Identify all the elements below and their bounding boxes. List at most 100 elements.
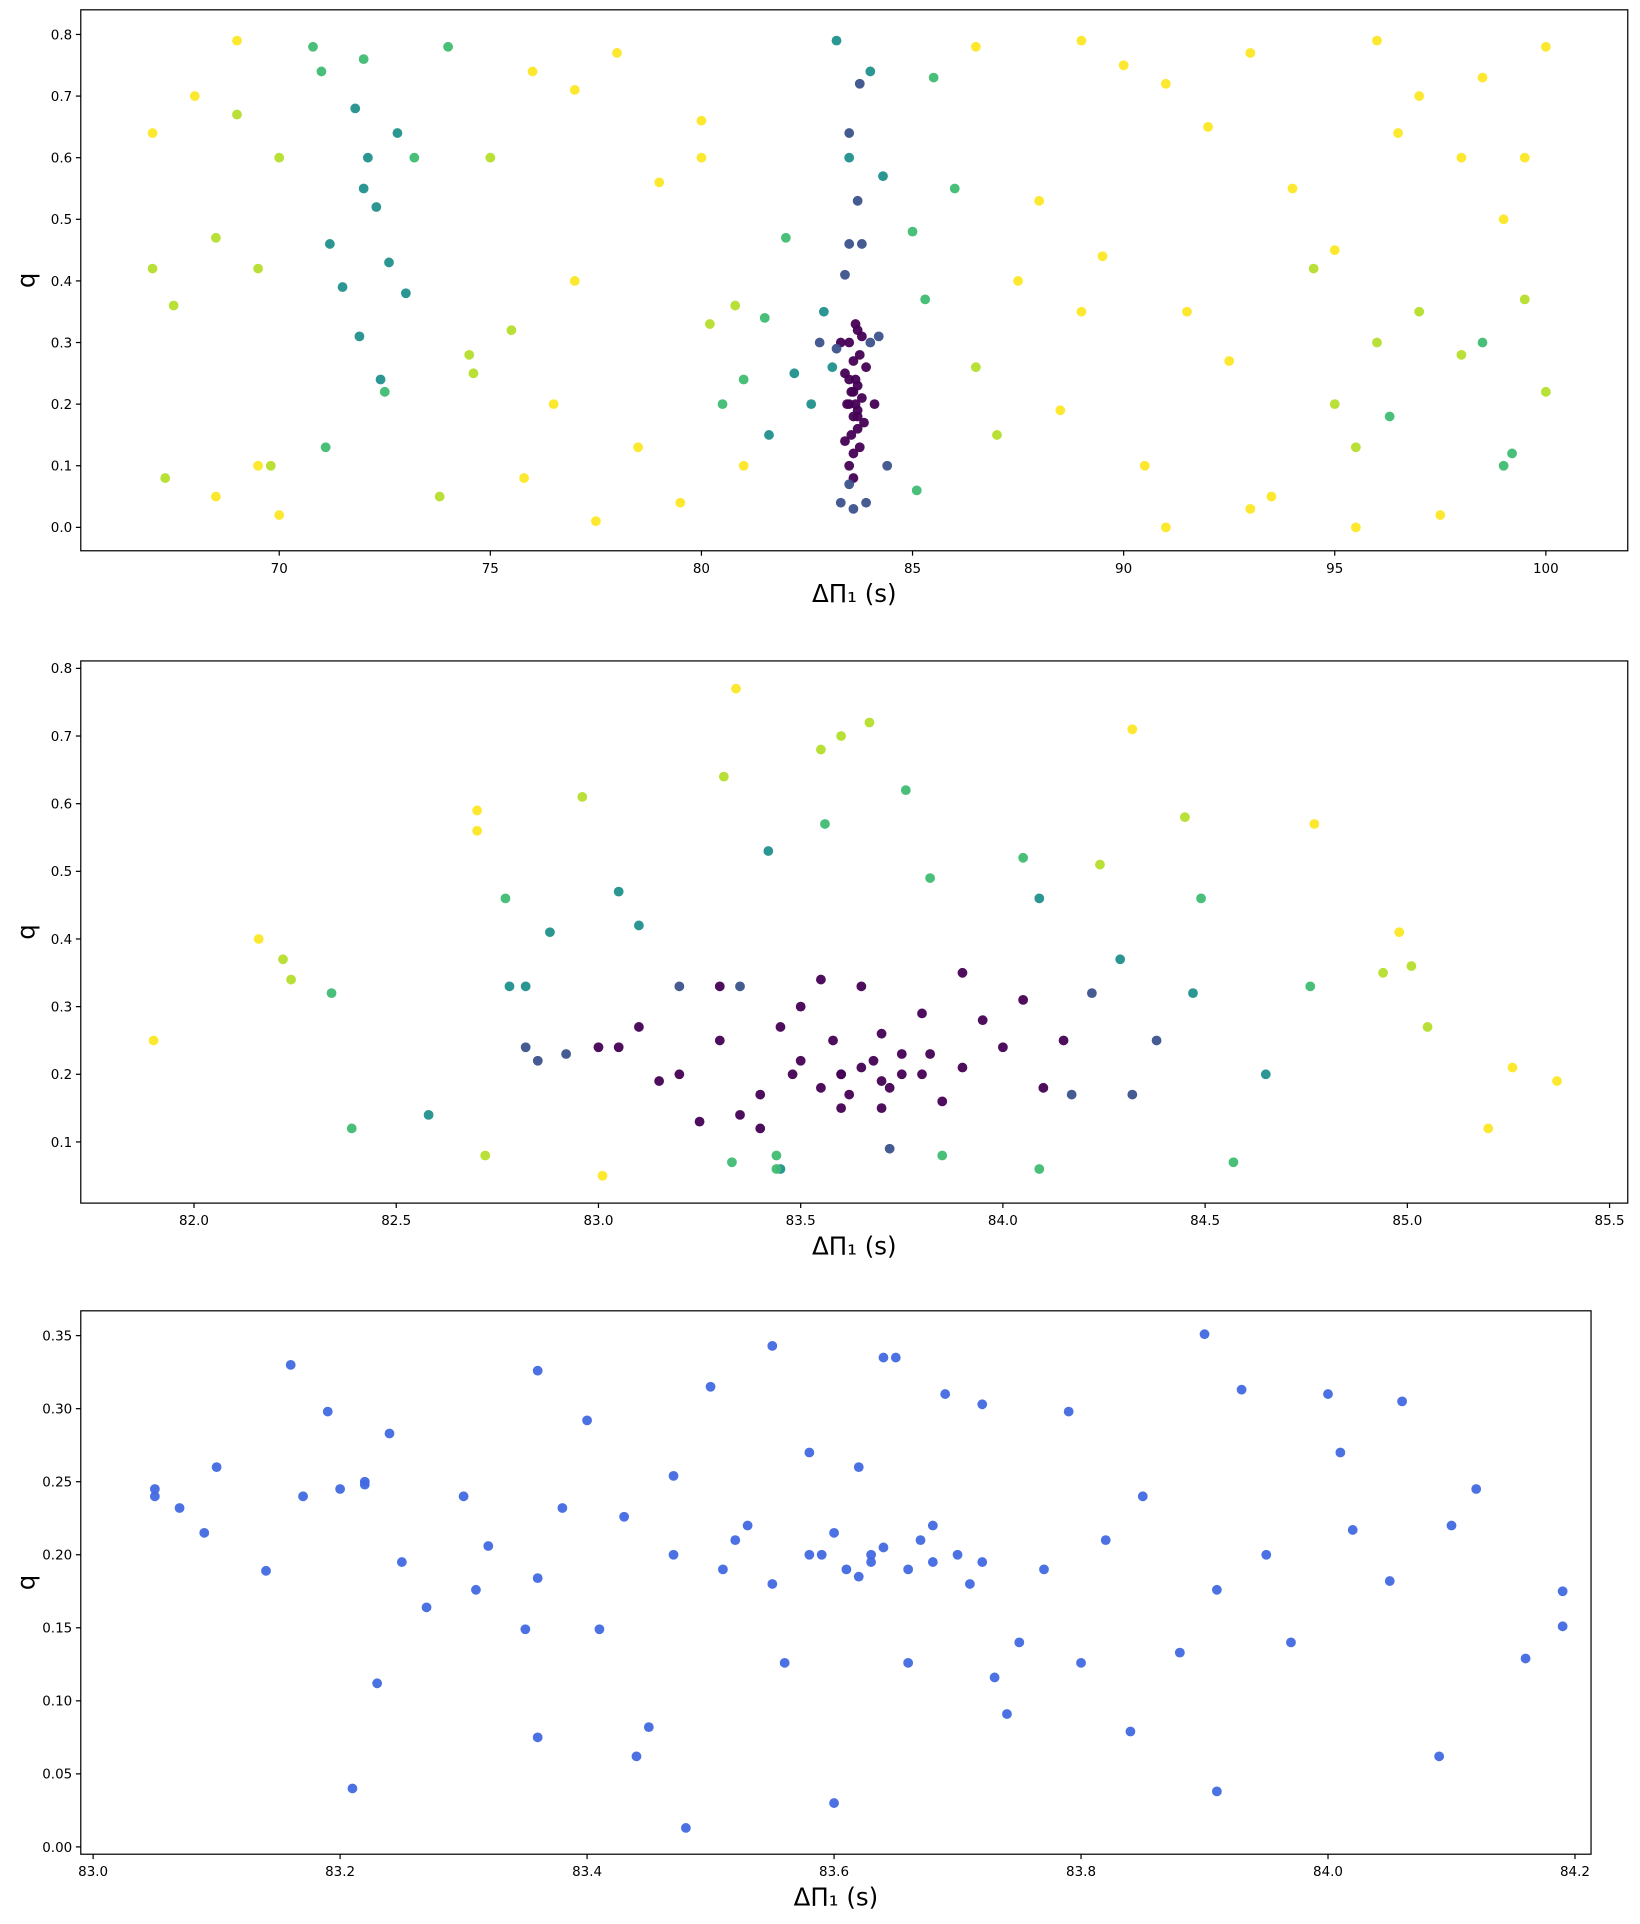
point: [763, 846, 774, 856]
point: [520, 981, 531, 992]
point: [160, 473, 171, 483]
point: [400, 288, 411, 299]
point: [970, 362, 981, 373]
point: [742, 1520, 753, 1531]
point: [1160, 522, 1171, 533]
point: [1414, 91, 1425, 101]
point: [619, 1511, 630, 1522]
point: [1076, 35, 1087, 46]
point: [1196, 893, 1206, 904]
point: [320, 442, 331, 453]
point: [795, 1055, 806, 1066]
point: [1100, 1535, 1111, 1546]
point: [1076, 306, 1087, 317]
point: [738, 460, 749, 471]
point: [371, 202, 382, 212]
x-tick-label: 83.6: [819, 1865, 849, 1880]
point: [977, 1399, 988, 1410]
point: [1540, 41, 1551, 52]
point: [1323, 1389, 1333, 1399]
point: [789, 368, 800, 379]
point: [767, 1340, 778, 1351]
point: [577, 792, 588, 802]
point: [927, 1557, 938, 1567]
point: [925, 873, 935, 883]
x-tick-label: 84.0: [1313, 1865, 1343, 1880]
point: [844, 1089, 855, 1100]
point: [878, 1352, 889, 1363]
point: [861, 497, 871, 508]
point: [818, 306, 829, 317]
point: [1018, 994, 1029, 1005]
point: [779, 1657, 790, 1668]
x-axis-label: ΔΠ₁ (s): [812, 1232, 897, 1261]
point: [831, 35, 842, 46]
x-axis-label: ΔΠ₁ (s): [812, 579, 897, 608]
point: [1118, 60, 1129, 71]
point: [917, 1008, 927, 1019]
point: [903, 1657, 914, 1668]
point: [464, 349, 475, 360]
point: [147, 263, 158, 274]
point: [844, 460, 855, 471]
point: [937, 1096, 948, 1107]
point: [816, 744, 826, 755]
point: [1038, 1082, 1049, 1093]
point: [876, 1103, 887, 1114]
point: [468, 368, 479, 379]
point: [1446, 1520, 1457, 1531]
point: [917, 1069, 927, 1080]
point: [844, 128, 855, 138]
point: [828, 1035, 838, 1046]
point: [308, 41, 318, 52]
x-tick-label: 85.5: [1595, 1214, 1625, 1229]
point: [865, 66, 876, 77]
y-axis-label: q: [11, 273, 40, 289]
point: [927, 1520, 938, 1531]
point: [443, 41, 453, 52]
point: [211, 1462, 222, 1473]
point: [989, 1672, 1000, 1683]
point: [804, 1549, 815, 1560]
point: [852, 423, 863, 434]
point: [957, 1062, 968, 1073]
point: [998, 1042, 1008, 1053]
point: [1034, 195, 1045, 206]
point: [1557, 1586, 1568, 1597]
point: [347, 1783, 358, 1794]
point: [532, 1365, 543, 1376]
point: [668, 1470, 679, 1481]
point: [210, 232, 221, 243]
y-tick-label: 0.4: [51, 275, 72, 290]
point: [896, 1049, 907, 1059]
x-tick-label: 90: [1115, 562, 1132, 577]
point: [362, 152, 373, 163]
point: [846, 386, 857, 397]
point: [850, 399, 861, 410]
point: [920, 294, 931, 305]
point: [1182, 306, 1192, 317]
point: [816, 1549, 827, 1560]
point: [1286, 1637, 1296, 1648]
point: [856, 1062, 867, 1073]
point: [694, 1116, 705, 1127]
point: [358, 183, 369, 194]
point: [864, 717, 875, 728]
y-tick-label: 0.35: [42, 1330, 72, 1345]
point: [392, 128, 403, 138]
point: [730, 300, 741, 311]
point: [977, 1557, 988, 1567]
point: [884, 1143, 895, 1154]
point: [873, 331, 884, 342]
point: [1180, 812, 1190, 823]
point: [1002, 1709, 1012, 1719]
point: [148, 1035, 159, 1046]
x-tick-label: 83.4: [572, 1865, 602, 1880]
x-tick-label: 82.0: [179, 1214, 209, 1229]
point: [1063, 1406, 1074, 1417]
point: [1384, 411, 1395, 422]
point: [882, 460, 893, 471]
point: [730, 1535, 741, 1546]
point: [903, 1564, 914, 1575]
